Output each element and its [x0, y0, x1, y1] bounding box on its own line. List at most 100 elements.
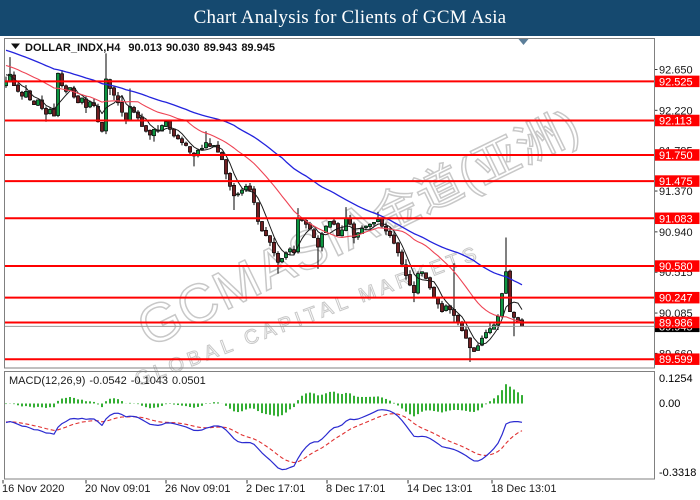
candle-bear	[260, 221, 264, 232]
level-price-box	[655, 114, 700, 127]
candle-bear	[380, 218, 384, 227]
candle-bear	[332, 220, 336, 225]
candle-bear	[148, 129, 152, 136]
candle-bull	[444, 305, 448, 311]
time-axis-label: 2 Dec 17:01	[246, 483, 305, 495]
watermark: GCMASIA金道(亚洲) GLOBAL CAPITAL MARKETS	[127, 98, 588, 392]
candle-bull	[240, 189, 244, 194]
candle-bear	[424, 272, 428, 279]
candle-bull	[164, 121, 168, 127]
candle-bull	[88, 101, 92, 108]
candle-bear	[228, 173, 232, 187]
candle-bull	[204, 142, 208, 149]
candle-bear	[172, 128, 176, 137]
level-price-label: 90.247	[659, 293, 693, 305]
candle-bear	[44, 108, 48, 115]
candle-bear	[400, 251, 404, 265]
candle-bull	[368, 223, 372, 227]
candle-bull	[476, 345, 480, 351]
candle-bear	[388, 230, 392, 237]
time-axis-label: 14 Dec 13:01	[407, 483, 472, 495]
candle-bull	[504, 271, 508, 294]
candle-bull	[80, 97, 84, 103]
candle-bull	[480, 337, 484, 346]
candle-bull	[200, 147, 204, 150]
candle-bear	[432, 286, 436, 298]
candle-bull	[244, 185, 248, 191]
level-price-label: 91.750	[659, 150, 693, 162]
candle-bull	[24, 90, 28, 98]
candle-bull	[160, 125, 164, 132]
candle-bull	[288, 248, 292, 253]
level-price-box	[655, 291, 700, 304]
candle-bull	[344, 218, 348, 231]
time-axis-label: 16 Nov 2020	[2, 483, 64, 495]
macd-signal-line	[6, 413, 523, 464]
candle-bear	[440, 303, 444, 312]
macd-axis-min-label: -0.3318	[659, 467, 696, 479]
candle-bear	[124, 112, 128, 121]
candle-bear	[120, 102, 124, 113]
title-bar: Chart Analysis for Clients of GCM Asia	[0, 0, 700, 36]
candle-bear	[12, 74, 16, 86]
candle-bear	[512, 311, 516, 318]
ma-slow-line	[5, 49, 523, 286]
candle-bull	[56, 72, 60, 116]
level-price-label: 91.083	[659, 213, 693, 225]
candle-bear	[60, 73, 64, 86]
chart-shift-marker-icon[interactable]	[518, 39, 529, 45]
candle-bull	[372, 222, 376, 225]
candle-bull	[280, 258, 284, 263]
candle-bear	[268, 235, 272, 243]
level-price-label: 90.580	[659, 261, 693, 273]
candle-bull	[492, 324, 496, 330]
candle-bear	[508, 270, 512, 312]
candle-bear	[464, 329, 468, 339]
level-price-box	[655, 175, 700, 187]
candle-bear	[140, 116, 144, 127]
candle-bear	[408, 274, 412, 286]
level-price-box	[655, 316, 700, 329]
candle-bull	[152, 128, 156, 137]
axes-layer: 92.65092.22091.79591.37090.94090.51590.0…	[2, 65, 700, 495]
candle-bear	[224, 159, 228, 175]
candle-bear	[20, 91, 24, 97]
time-axis-label: 18 Dec 13:01	[491, 483, 556, 495]
macd-axis-zero-label: 0.00	[659, 398, 680, 410]
symbol-dropdown-icon[interactable]	[11, 43, 20, 50]
price-axis-label: 92.220	[659, 105, 693, 117]
level-price-label: 89.986	[659, 317, 693, 329]
candle-bull	[36, 99, 40, 106]
candle-bull	[416, 273, 420, 294]
candle-bear	[208, 143, 212, 147]
time-axis-label: 20 Nov 09:01	[85, 483, 150, 495]
price-axis-label: 90.940	[659, 227, 693, 239]
candle-bear	[28, 90, 32, 101]
candle-bear	[396, 242, 400, 254]
candle-bear	[264, 229, 268, 237]
candle-bear	[32, 100, 36, 105]
ma-fast-line	[5, 74, 523, 345]
candle-bear	[404, 264, 408, 276]
candle-bear	[472, 347, 476, 352]
candle-bear	[220, 152, 224, 161]
candle-bear	[52, 107, 56, 117]
candle-bear	[144, 125, 148, 132]
candle-bear	[468, 337, 472, 349]
candle-bull	[496, 316, 500, 326]
candle-bear	[256, 202, 260, 222]
candle-bull	[236, 193, 240, 196]
candles-layer	[4, 49, 524, 362]
level-price-label: 89.599	[659, 354, 693, 366]
level-price-label: 91.475	[659, 176, 693, 188]
candle-bear	[412, 285, 416, 293]
time-axis-label: 26 Nov 09:01	[165, 483, 230, 495]
symbol-info: DOLLAR_INDX,H4 90.013 90.030 89.943 89.945	[25, 42, 275, 54]
macd-main-line	[5, 409, 523, 471]
level-price-box	[655, 75, 700, 88]
candle-bear	[248, 185, 252, 191]
candle-bear	[108, 79, 112, 89]
macd-axis-max-label: 0.1254	[659, 373, 693, 385]
